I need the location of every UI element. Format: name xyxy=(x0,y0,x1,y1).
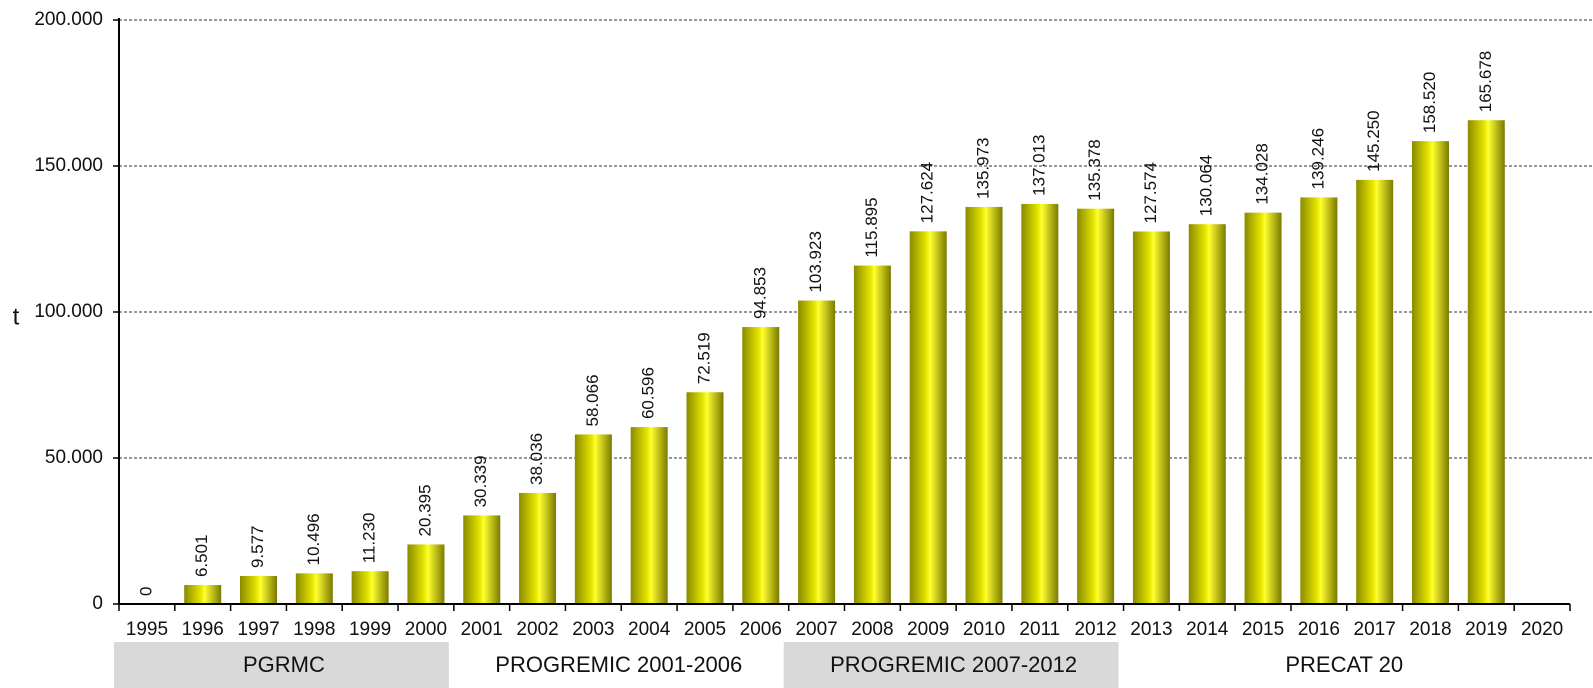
data-label: 6.501 xyxy=(192,534,211,577)
bar xyxy=(184,585,222,604)
data-label: 137.013 xyxy=(1029,134,1048,195)
data-label: 60.596 xyxy=(639,367,658,419)
bar xyxy=(351,571,389,604)
data-label: 94.853 xyxy=(750,267,769,319)
bar xyxy=(407,544,445,604)
x-tick-label: 2017 xyxy=(1354,619,1396,640)
bar xyxy=(742,327,780,604)
period-band-label: PGRMC xyxy=(243,652,325,677)
x-tick-label: 2004 xyxy=(628,619,671,640)
period-band xyxy=(783,642,1124,688)
x-tick-label: 2000 xyxy=(405,619,447,640)
bar xyxy=(965,206,1003,604)
bar xyxy=(463,515,501,604)
data-label: 127.574 xyxy=(1141,162,1160,223)
period-band-label: PRECAT 20 xyxy=(1285,652,1403,677)
y-tick-label: 100.000 xyxy=(34,301,103,322)
bar xyxy=(686,392,724,604)
bar xyxy=(1077,208,1115,605)
x-tick-label: 2013 xyxy=(1130,619,1172,640)
x-tick-label: 2002 xyxy=(516,619,558,640)
period-band-label: PROGREMIC 2007-2012 xyxy=(830,652,1077,677)
bar xyxy=(1300,197,1338,605)
x-tick-label: 1999 xyxy=(349,619,391,640)
x-tick-label: 2006 xyxy=(740,619,782,640)
x-tick-label: 2008 xyxy=(851,619,893,640)
x-tick-label: 2007 xyxy=(795,619,837,640)
period-bands: PGRMC PROGREMIC 2001-2006 PROGREMIC 2007-2… xyxy=(114,642,1570,688)
bar xyxy=(240,576,278,604)
y-tick-label: 200.000 xyxy=(34,9,103,30)
bar xyxy=(853,265,891,604)
bar xyxy=(519,492,557,604)
bar xyxy=(798,300,836,604)
data-label: 10.496 xyxy=(304,513,323,565)
data-label: 135.378 xyxy=(1085,139,1104,200)
x-tick-label: 2003 xyxy=(572,619,614,640)
period-band xyxy=(1118,642,1570,688)
bar xyxy=(1411,141,1449,605)
data-label: 145.250 xyxy=(1364,110,1383,171)
bar xyxy=(1132,231,1170,604)
x-tick-label: 1997 xyxy=(237,619,279,640)
x-tick-label: 2009 xyxy=(907,619,949,640)
x-tick-label: 2001 xyxy=(461,619,503,640)
x-tick-label: 2010 xyxy=(963,619,1005,640)
data-label: 139.246 xyxy=(1308,128,1327,189)
x-tick-label: 2005 xyxy=(684,619,726,640)
x-tick-label: 2016 xyxy=(1298,619,1340,640)
x-tick-label: 2018 xyxy=(1409,619,1451,640)
x-tick-label: 1995 xyxy=(126,619,168,640)
data-label: 130.064 xyxy=(1197,155,1216,216)
y-tick-label: 0 xyxy=(92,593,103,614)
x-tick-label: 1996 xyxy=(182,619,224,640)
bar xyxy=(1244,212,1282,604)
y-axis-label: t xyxy=(13,303,20,330)
data-label: 38.036 xyxy=(527,433,546,485)
x-tick-label: 1998 xyxy=(293,619,335,640)
period-band-label: PROGREMIC 2001-2006 xyxy=(495,652,742,677)
x-tick-label: 2011 xyxy=(1019,619,1060,640)
data-label: 103.923 xyxy=(806,231,825,292)
period-band xyxy=(114,642,454,688)
bars xyxy=(184,120,1505,605)
x-tick-label: 2015 xyxy=(1242,619,1284,640)
bar xyxy=(630,427,668,604)
x-tick-label: 2012 xyxy=(1074,619,1116,640)
data-labels: 0 6.501 9.577 10.496 11.230 20.395 30.339 38.03… xyxy=(136,51,1494,596)
data-label: 134.028 xyxy=(1253,143,1272,204)
data-label: 20.395 xyxy=(415,484,434,536)
bar xyxy=(1467,120,1505,604)
data-label: 58.066 xyxy=(583,374,602,426)
data-label: 115.895 xyxy=(862,197,881,257)
x-tick-label: 2014 xyxy=(1186,619,1229,640)
y-tick-label: 150.000 xyxy=(34,155,103,176)
bar xyxy=(1021,203,1059,604)
data-label: 165.678 xyxy=(1476,51,1495,112)
x-tick-label: 2020 xyxy=(1521,619,1563,640)
data-label: 135.973 xyxy=(974,138,993,199)
bar xyxy=(909,231,947,604)
data-label: 30.339 xyxy=(471,455,490,507)
axes xyxy=(118,18,1571,611)
x-tick-label: 2019 xyxy=(1465,619,1507,640)
y-tick-label: 50.000 xyxy=(45,447,103,468)
bar xyxy=(295,573,333,604)
period-band xyxy=(448,642,789,688)
bar xyxy=(1356,179,1394,604)
data-label: 11.230 xyxy=(360,512,379,563)
x-tick-labels: 1995 1996 1997 1998 1999 2000 2001 2002 2003 2004… xyxy=(126,619,1563,640)
bar xyxy=(574,434,612,604)
data-label: 0 xyxy=(136,587,155,596)
bar xyxy=(1188,224,1226,604)
y-tick-labels: 0 50.000 100.000 150.000 200.000 xyxy=(34,9,103,614)
data-label: 9.577 xyxy=(248,525,267,568)
data-label: 72.519 xyxy=(694,332,713,384)
data-label: 158.520 xyxy=(1420,72,1439,133)
data-label: 127.624 xyxy=(918,162,937,223)
